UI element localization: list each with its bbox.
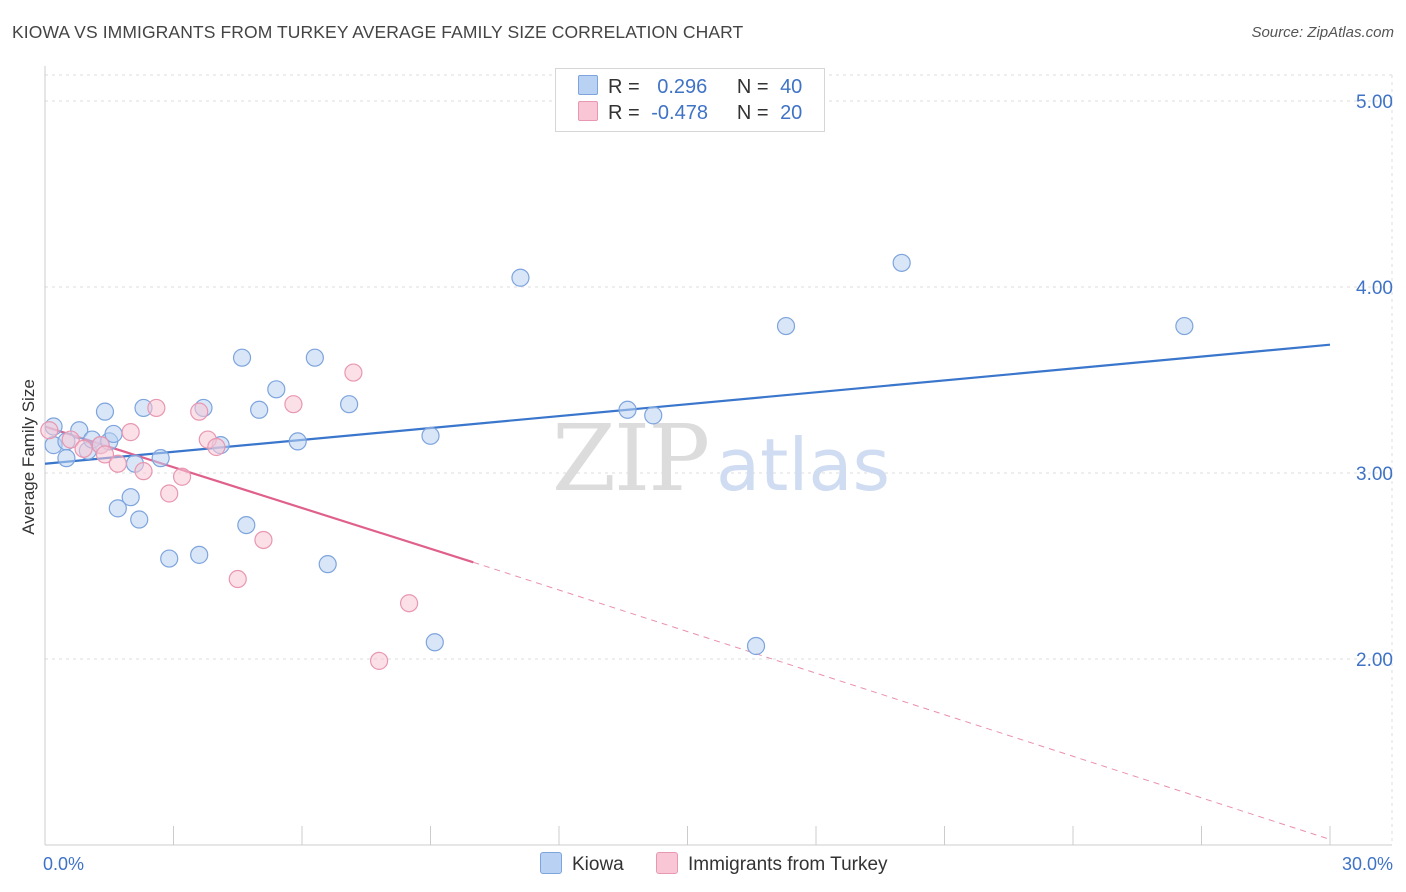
kiowa-swatch [578, 75, 598, 95]
kiowa-point [160, 549, 179, 568]
turkey-point [40, 421, 59, 440]
kiowa-point [511, 268, 530, 287]
kiowa-point [237, 515, 256, 535]
kiowa-point [421, 426, 440, 445]
kiowa-point [340, 395, 359, 414]
kiowa-point [250, 400, 269, 419]
y-tick-label: 5.00 [1356, 92, 1393, 113]
watermark-zip: ZIP [552, 405, 708, 512]
turkey-point [399, 594, 419, 613]
watermark-atlas: atlas [716, 423, 890, 507]
x-tick-label-min: 0.0% [43, 854, 84, 874]
turkey-point [61, 430, 80, 449]
turkey-point [344, 363, 363, 382]
kiowa-point [190, 545, 209, 564]
kiowa-point [130, 510, 149, 529]
turkey-point [207, 437, 226, 457]
turkey-point [147, 398, 166, 418]
kiowa-point [644, 406, 663, 425]
turkey-point [160, 484, 179, 503]
kiowa-point [1175, 316, 1194, 336]
legend-row-turkey: R = -0.478 N = 20 [578, 101, 802, 127]
turkey-trend-extension [473, 561, 1331, 840]
legend-item-turkey: Immigrants from Turkey [656, 852, 888, 876]
legend-n-label: N = [736, 102, 769, 124]
kiowa-point [746, 636, 766, 656]
kiowa-point [121, 488, 140, 507]
turkey-point [284, 395, 303, 414]
kiowa-point [151, 449, 170, 468]
y-tick-label: 3.00 [1356, 464, 1393, 485]
kiowa-point [305, 348, 324, 367]
kiowa-point [318, 555, 337, 574]
trend-layer [44, 343, 1331, 840]
turkey-point [134, 462, 153, 481]
chart-title: KIOWA VS IMMIGRANTS FROM TURKEY AVERAGE … [12, 22, 744, 42]
turkey-point [108, 454, 127, 473]
source-label: Source: ZipAtlas.com [1251, 24, 1394, 41]
legend-row-kiowa: R = 0.296 N = 40 [578, 75, 802, 101]
kiowa-point [892, 253, 911, 272]
correlation-legend: R = 0.296 N = 40 R = -0.478 N = 20 [555, 68, 825, 132]
x-tick-label-max: 30.0% [1342, 854, 1393, 874]
turkey-point [370, 651, 389, 670]
kiowa-point [95, 402, 115, 421]
legend-item-kiowa: Kiowa [540, 852, 624, 876]
turkey-point [254, 530, 273, 550]
kiowa-point [776, 316, 796, 336]
turkey-legend-swatch [656, 852, 678, 874]
legend-n-value: 40 [780, 76, 803, 98]
turkey-point [95, 445, 115, 464]
kiowa-point [618, 400, 637, 419]
kiowa-legend-swatch [540, 852, 562, 874]
turkey-point [74, 439, 93, 458]
kiowa-point [232, 348, 252, 367]
legend-r-label: R = [608, 76, 640, 98]
legend-n-label: N = [736, 76, 769, 98]
turkey-point [228, 569, 247, 589]
legend-r-value: -0.478 [651, 102, 708, 124]
kiowa-point [267, 380, 286, 399]
label-layer: Average Family Size 2.00 3.00 4.00 5.00 0.0%… [19, 92, 1393, 874]
axis-layer [44, 66, 1392, 846]
grid-layer [45, 74, 1393, 845]
legend-turkey-label: Immigrants from Turkey [688, 854, 888, 875]
kiowa-point [288, 432, 307, 451]
legend-kiowa-label: Kiowa [572, 854, 624, 875]
legend-r-label: R = [608, 102, 640, 124]
turkey-swatch [578, 101, 598, 121]
y-tick-label: 2.00 [1356, 650, 1393, 671]
y-tick-label: 4.00 [1356, 278, 1393, 299]
kiowa-point [57, 449, 76, 468]
kiowa-point [108, 499, 127, 518]
turkey-trend-line [44, 425, 474, 564]
legend-r-value: 0.296 [657, 76, 708, 98]
turkey-point [121, 423, 140, 442]
turkey-point [172, 467, 192, 486]
point-layer [40, 253, 1194, 670]
watermark: ZIP atlas [552, 405, 890, 512]
turkey-point [190, 402, 209, 421]
kiowa-point [425, 633, 444, 652]
legend-n-value: 20 [780, 102, 803, 124]
y-axis-label: Average Family Size [19, 379, 38, 535]
kiowa-trend-line [44, 343, 1331, 465]
